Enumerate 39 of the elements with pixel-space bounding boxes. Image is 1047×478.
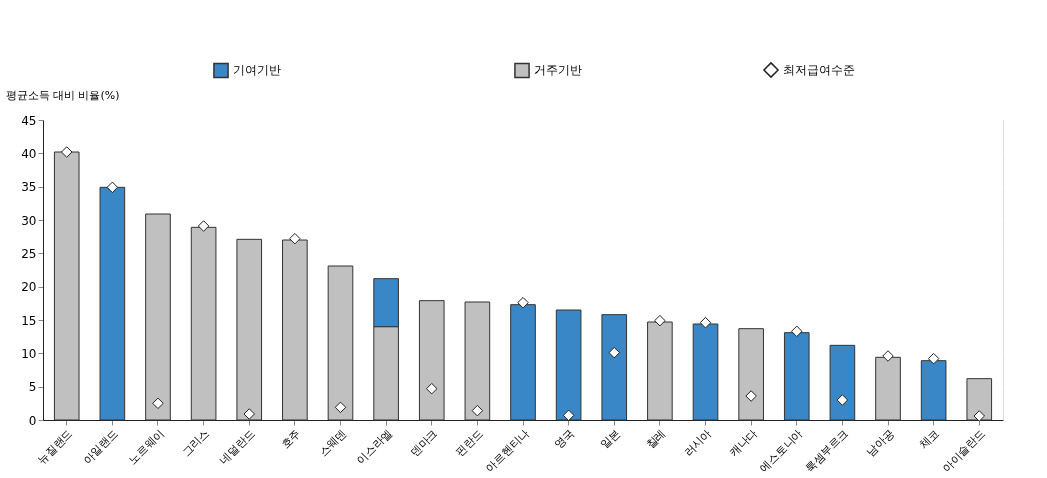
bar <box>875 356 901 421</box>
bar <box>555 309 582 421</box>
bar <box>236 238 263 421</box>
bar <box>145 213 171 421</box>
x-tick-label: 일본 <box>597 426 623 452</box>
y-tick-label: 35 <box>21 180 37 195</box>
x-tick-label: 호주 <box>278 426 304 452</box>
legend-label: 최저급여수준 <box>783 63 855 77</box>
bar <box>327 265 354 421</box>
bar <box>966 378 993 421</box>
y-tick-label: 5 <box>28 380 37 395</box>
bar <box>282 239 308 421</box>
bar <box>418 300 445 421</box>
y-tick-label: 40 <box>21 146 37 161</box>
y-tick-label: 10 <box>21 346 37 361</box>
x-tick-label: 칠레 <box>643 426 669 452</box>
x-tick-label: 체코 <box>917 426 943 452</box>
y-tick-label: 30 <box>21 213 37 228</box>
bar <box>647 321 673 421</box>
bar <box>464 301 491 421</box>
x-tick-label: 영국 <box>552 426 578 452</box>
legend-label: 거주기반 <box>534 63 582 78</box>
y-axis-title: 평균소득 대비 비율(%) <box>5 88 120 102</box>
bar <box>920 360 947 421</box>
bar <box>53 151 80 421</box>
bar <box>601 314 628 421</box>
bar <box>190 226 217 421</box>
bar <box>738 328 764 421</box>
y-tick-label: 0 <box>28 413 37 428</box>
bar <box>99 186 126 421</box>
legend-label: 기여기반 <box>233 63 281 78</box>
y-tick-label: 15 <box>21 313 37 328</box>
bar <box>829 344 856 421</box>
bar <box>510 304 536 421</box>
bar <box>692 323 719 421</box>
y-tick-label: 25 <box>21 246 37 261</box>
y-tick-label: 45 <box>21 113 37 128</box>
bar <box>783 332 810 421</box>
y-tick-label: 20 <box>21 280 37 295</box>
